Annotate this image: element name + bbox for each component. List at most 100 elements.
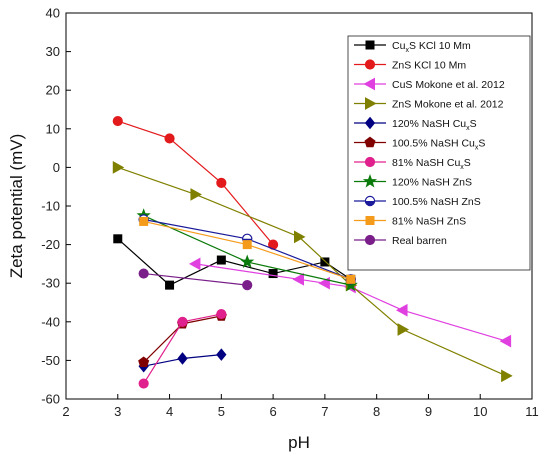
series-8	[138, 214, 356, 285]
x-tick-label: 8	[373, 404, 380, 419]
legend-label-main: CuS Mokone et al. 2012	[392, 79, 505, 91]
legend-marker	[364, 234, 376, 246]
y-tick-label: -50	[41, 353, 60, 368]
legend-label: CuS Mokone et al. 2012	[392, 79, 505, 91]
series-1	[112, 115, 279, 250]
legend-item: ZnS Mokone et al. 2012	[354, 97, 504, 111]
legend-label-main: 81% NaSH Cu	[392, 157, 460, 169]
y-tick-label: 30	[46, 44, 60, 59]
series-6	[138, 308, 227, 389]
legend-label-main: ZnS Mokone et al. 2012	[392, 99, 504, 111]
data-point	[242, 240, 252, 250]
x-tick-label: 3	[114, 404, 121, 419]
series-7	[136, 208, 358, 292]
series-line	[143, 272, 248, 286]
legend-box	[347, 35, 531, 271]
legend-label: 100.5% NaSH CuxS	[392, 138, 485, 152]
legend-marker	[365, 40, 375, 50]
data-point	[177, 352, 188, 365]
legend-item: 120% NaSH ZnS	[354, 174, 472, 189]
marker-half-fill	[365, 201, 375, 206]
y-tick-label: 10	[46, 121, 60, 136]
legend-label-main: 100.5% NaSH ZnS	[392, 196, 481, 208]
y-axis-title: Zeta potential (mV)	[7, 134, 26, 279]
data-point	[112, 115, 123, 127]
x-tick-label: 7	[321, 404, 328, 419]
legend-label-main: Cu	[392, 40, 406, 52]
legend-item: CuS Mokone et al. 2012	[354, 77, 505, 91]
data-point	[138, 268, 149, 279]
legend-label-rest: S	[478, 138, 485, 150]
y-tick-label: -60	[41, 392, 60, 407]
data-point	[396, 303, 408, 317]
data-point	[138, 356, 150, 368]
data-point	[320, 257, 330, 267]
series-10	[138, 268, 253, 291]
axis-ticks: 2 3 4 5 6 7 8 9 10 11 40 30 20 10 0 -10 -20 -30 -40 -50 -60	[41, 6, 539, 420]
legend-item: 120% NaSH CuxS	[354, 116, 477, 132]
data-point	[165, 280, 175, 290]
data-point	[318, 276, 330, 290]
data-point	[190, 188, 202, 201]
legend-label-subscript: x	[466, 125, 470, 132]
legend-item: 81% NaSH CuxS	[354, 156, 471, 171]
legend-label-main: 120% NaSH ZnS	[392, 177, 472, 189]
x-tick-label: 10	[473, 404, 487, 419]
series-9	[139, 216, 356, 284]
data-point	[177, 316, 188, 327]
legend-label: 100.5% NaSH ZnS	[392, 196, 481, 208]
data-point	[294, 230, 306, 244]
legend-label: ZnS Mokone et al. 2012	[392, 99, 504, 111]
data-point	[164, 133, 175, 144]
data-point	[138, 378, 149, 389]
y-tick-label: 40	[46, 6, 60, 21]
legend-item: CuxS KCl 10 Mm	[354, 40, 471, 54]
legend-item: 81% NaSH ZnS	[354, 216, 466, 228]
data-point	[112, 161, 125, 174]
x-tick-label: 6	[269, 404, 276, 419]
legend-item: ZnS KCl 10 Mm	[354, 59, 466, 72]
legend-label-main: 81% NaSH ZnS	[392, 216, 466, 228]
legend-label: CuxS KCl 10 Mm	[392, 40, 471, 54]
legend-item: 100.5% NaSH ZnS	[354, 195, 481, 208]
series-4	[138, 348, 227, 373]
data-point	[240, 254, 255, 268]
data-point	[216, 348, 227, 361]
y-tick-label: -30	[41, 276, 60, 291]
legend-label: 120% NaSH CuxS	[392, 118, 477, 132]
data-point	[216, 255, 226, 265]
series-line	[117, 166, 507, 377]
data-point	[292, 272, 304, 286]
legend-label-main: ZnS KCl 10 Mm	[392, 60, 466, 72]
legend-marker	[363, 77, 375, 91]
x-axis-title: pH	[288, 433, 310, 452]
legend-label: ZnS KCl 10 Mm	[392, 60, 466, 72]
legend-marker	[365, 216, 375, 225]
legend-marker	[364, 116, 376, 130]
data-point	[268, 269, 278, 279]
series-0	[113, 234, 356, 290]
data-point	[501, 369, 513, 383]
legend: CuxS KCl 10 Mm ZnS KCl 10 Mm CuS Mokone et…	[347, 35, 531, 271]
legend-marker	[365, 97, 377, 110]
series-line	[143, 215, 351, 286]
data-point	[113, 234, 123, 244]
legend-label-subscript: x	[460, 164, 464, 171]
legend-marker	[362, 174, 378, 188]
legend-label-rest: S	[464, 157, 471, 169]
legend-label-main: 120% NaSH Cu	[392, 118, 466, 130]
x-tick-label: 4	[166, 404, 173, 419]
series-line	[195, 263, 507, 342]
y-tick-label: -10	[41, 199, 60, 214]
legend-label-main: 100.5% NaSH Cu	[392, 138, 475, 150]
legend-label-subscript: x	[475, 145, 479, 152]
x-tick-label: 5	[218, 404, 225, 419]
series-line	[117, 120, 274, 245]
series-line	[117, 238, 352, 286]
x-tick-label: 11	[525, 404, 539, 419]
y-tick-label: 0	[53, 160, 60, 175]
legend-marker	[364, 195, 376, 207]
legend-marker	[364, 136, 376, 148]
